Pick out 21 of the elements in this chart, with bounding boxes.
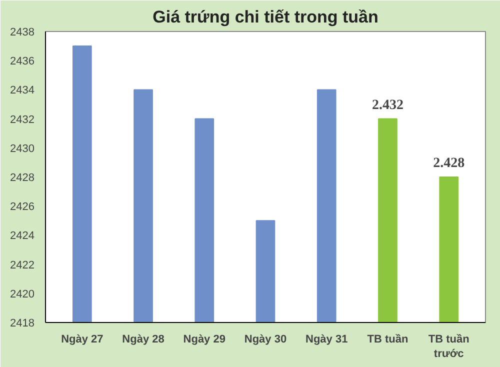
x-tick-label: TB tuần	[367, 334, 408, 346]
chart-title: Giá trứng chi tiết trong tuần	[152, 8, 378, 26]
y-tick-label: 2436	[10, 56, 35, 68]
y-tick-label: 2428	[10, 172, 35, 184]
y-tick-label: 2418	[10, 318, 35, 330]
y-tick-label: 2438	[10, 26, 35, 38]
x-tick-label: Ngày 31	[306, 334, 348, 346]
x-tick-label: Ngày 29	[183, 334, 226, 346]
data-label: 2.428	[433, 156, 465, 171]
x-tick-label: Ngày 27	[61, 334, 104, 346]
y-tick-label: 2434	[10, 84, 35, 97]
x-tick-label: TB tuần trước	[428, 334, 470, 360]
y-tick-label: 2422	[10, 259, 35, 272]
data-label: 2.432	[372, 98, 404, 113]
y-tick-label: 2432	[10, 114, 35, 126]
y-tick-label: 2424	[10, 230, 35, 242]
x-tick-label: Ngày 28	[122, 334, 164, 346]
x-tick-label: Ngày 30	[244, 334, 287, 346]
y-tick-label: 2430	[10, 142, 35, 155]
y-tick-label: 2420	[10, 288, 35, 300]
y-tick-label: 2426	[10, 201, 35, 214]
